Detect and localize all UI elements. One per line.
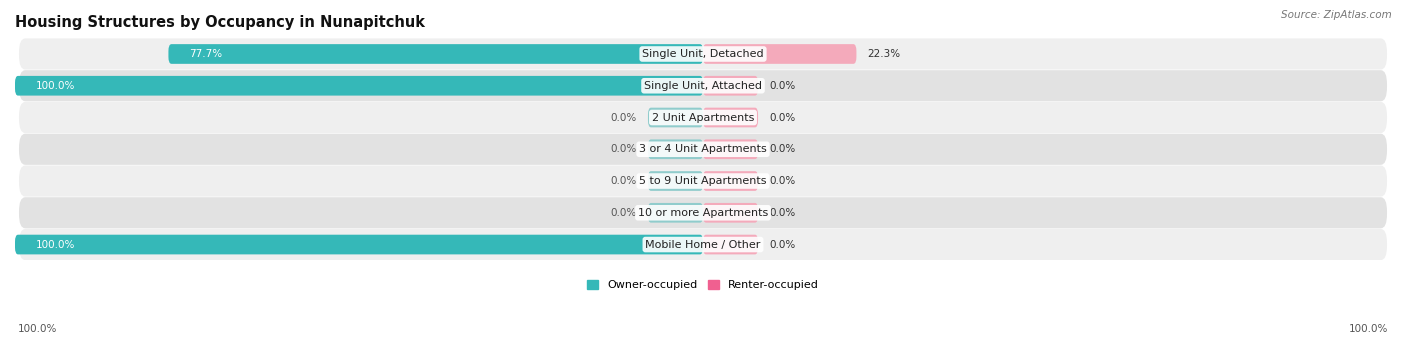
FancyBboxPatch shape <box>648 203 703 223</box>
FancyBboxPatch shape <box>20 165 1386 197</box>
Text: 100.0%: 100.0% <box>35 81 75 91</box>
Legend: Owner-occupied, Renter-occupied: Owner-occupied, Renter-occupied <box>582 276 824 295</box>
FancyBboxPatch shape <box>648 108 703 127</box>
Text: Source: ZipAtlas.com: Source: ZipAtlas.com <box>1281 10 1392 20</box>
Text: 77.7%: 77.7% <box>188 49 222 59</box>
Text: 100.0%: 100.0% <box>18 324 58 334</box>
Text: 2 Unit Apartments: 2 Unit Apartments <box>652 113 754 122</box>
Text: 0.0%: 0.0% <box>769 144 796 154</box>
Text: 0.0%: 0.0% <box>769 113 796 122</box>
FancyBboxPatch shape <box>20 70 1386 101</box>
FancyBboxPatch shape <box>169 44 703 64</box>
Text: 0.0%: 0.0% <box>610 176 637 186</box>
FancyBboxPatch shape <box>703 44 856 64</box>
FancyBboxPatch shape <box>703 203 758 223</box>
Text: 100.0%: 100.0% <box>35 239 75 250</box>
FancyBboxPatch shape <box>15 76 703 95</box>
FancyBboxPatch shape <box>20 102 1386 133</box>
Text: Single Unit, Attached: Single Unit, Attached <box>644 81 762 91</box>
Text: 3 or 4 Unit Apartments: 3 or 4 Unit Apartments <box>640 144 766 154</box>
Text: 0.0%: 0.0% <box>610 144 637 154</box>
FancyBboxPatch shape <box>20 229 1386 260</box>
Text: Single Unit, Detached: Single Unit, Detached <box>643 49 763 59</box>
FancyBboxPatch shape <box>703 171 758 191</box>
Text: 0.0%: 0.0% <box>610 208 637 218</box>
FancyBboxPatch shape <box>20 134 1386 165</box>
FancyBboxPatch shape <box>703 108 758 127</box>
FancyBboxPatch shape <box>20 197 1386 228</box>
Text: 10 or more Apartments: 10 or more Apartments <box>638 208 768 218</box>
Text: 0.0%: 0.0% <box>769 208 796 218</box>
Text: 22.3%: 22.3% <box>868 49 901 59</box>
Text: 0.0%: 0.0% <box>610 113 637 122</box>
FancyBboxPatch shape <box>648 171 703 191</box>
Text: 5 to 9 Unit Apartments: 5 to 9 Unit Apartments <box>640 176 766 186</box>
FancyBboxPatch shape <box>703 76 758 95</box>
FancyBboxPatch shape <box>15 235 703 254</box>
Text: Mobile Home / Other: Mobile Home / Other <box>645 239 761 250</box>
Text: Housing Structures by Occupancy in Nunapitchuk: Housing Structures by Occupancy in Nunap… <box>15 15 425 30</box>
FancyBboxPatch shape <box>20 39 1386 70</box>
FancyBboxPatch shape <box>703 235 758 254</box>
FancyBboxPatch shape <box>703 139 758 159</box>
Text: 0.0%: 0.0% <box>769 239 796 250</box>
Text: 0.0%: 0.0% <box>769 176 796 186</box>
Text: 0.0%: 0.0% <box>769 81 796 91</box>
FancyBboxPatch shape <box>648 139 703 159</box>
Text: 100.0%: 100.0% <box>1348 324 1388 334</box>
